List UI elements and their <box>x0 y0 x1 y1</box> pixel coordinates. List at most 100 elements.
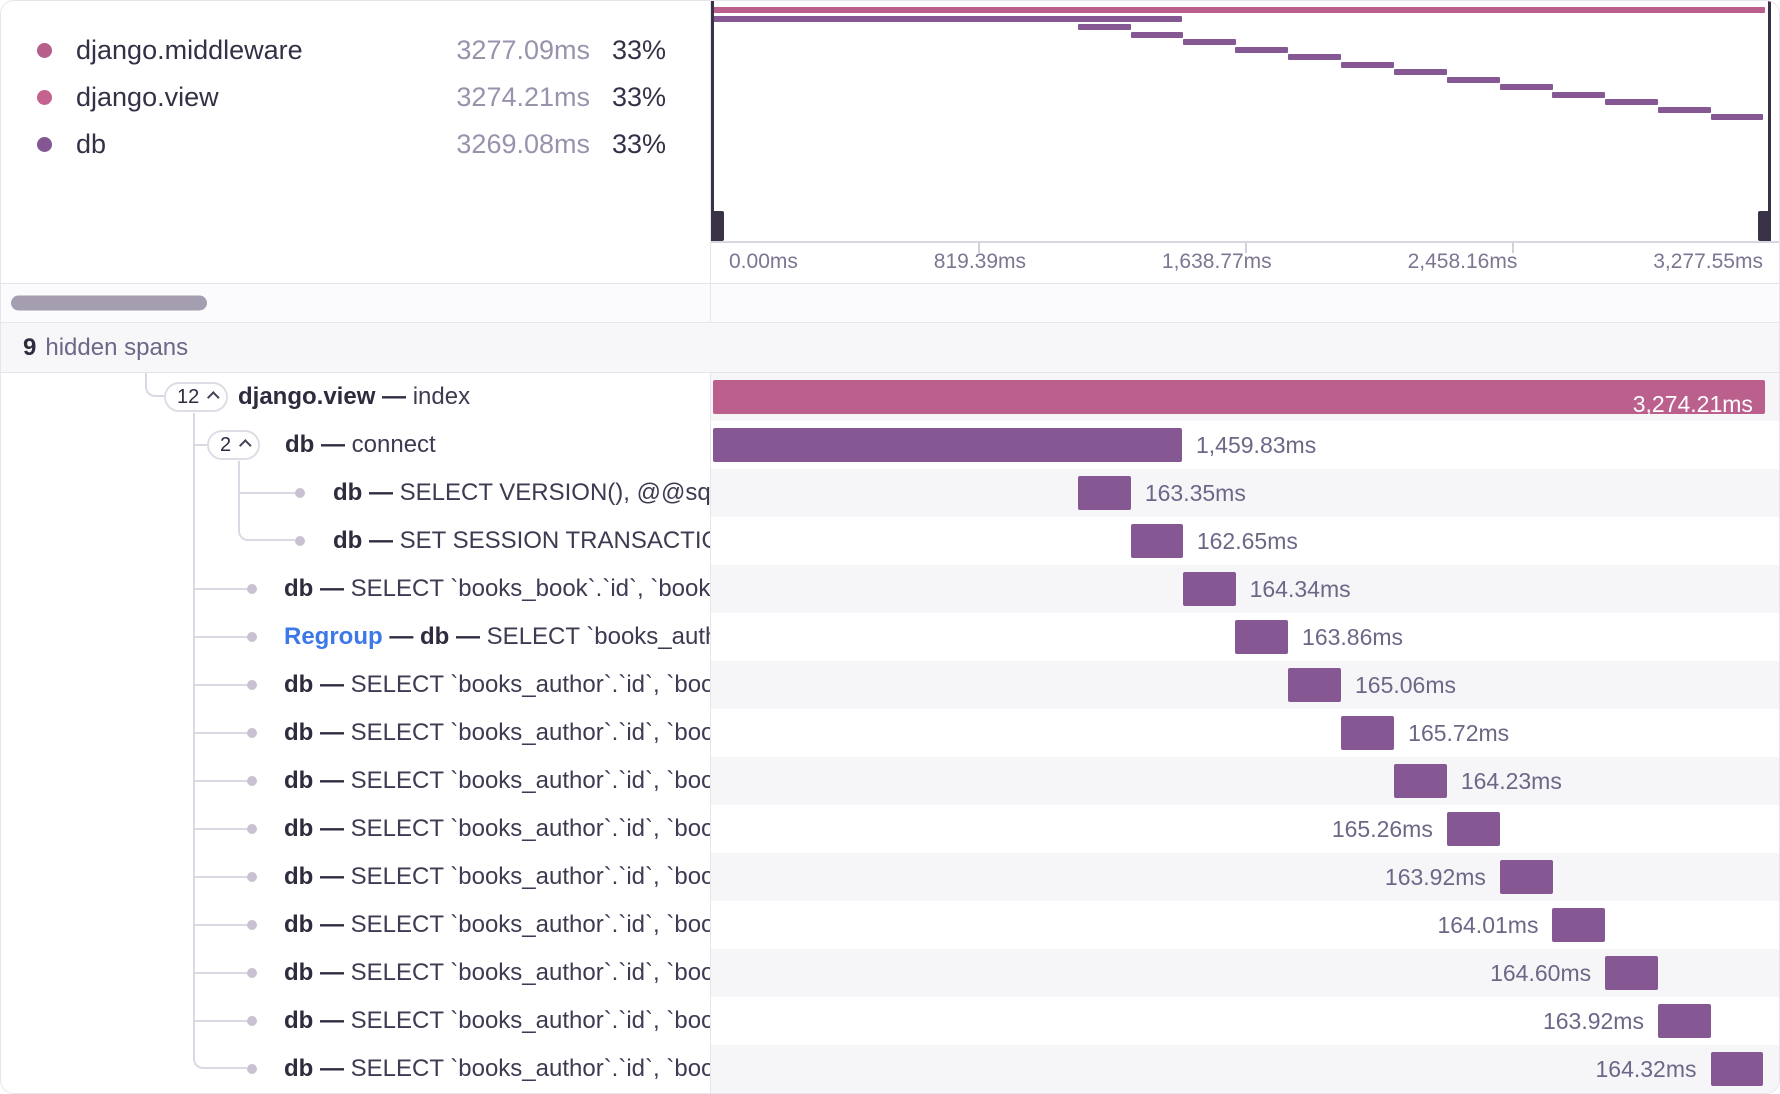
span-name-part: db — <box>284 959 351 986</box>
span-name-part: SELECT `books_book`.`id`, `books_ <box>350 575 711 602</box>
trace-row: db — SET SESSION TRANSACTION ISOLATION 16… <box>1 517 1779 565</box>
legend-item-django.view[interactable]: django.view 3274.21ms 33% <box>37 74 666 121</box>
span-duration-bar[interactable] <box>1552 908 1606 942</box>
trace-row-tree-cell: db — SELECT `books_author`.`id`, `boo <box>1 901 711 949</box>
span-name: django.view — index <box>238 373 470 421</box>
trace-minimap[interactable]: 0.00ms 819.39ms 1,638.77ms 2,458.16ms 3,277.… <box>711 1 1779 283</box>
span-duration-bar[interactable] <box>1605 956 1658 990</box>
span-bar-track: 164.34ms <box>713 565 1766 613</box>
span-duration-bar[interactable] <box>713 428 1182 462</box>
collapse-badge-count: 12 <box>177 385 200 408</box>
leaf-dot-icon <box>247 776 257 786</box>
hidden-spans-label: hidden spans <box>45 333 189 361</box>
tree-connector-line <box>193 469 195 517</box>
leaf-dot-icon <box>247 824 257 834</box>
span-bar-track: 163.86ms <box>713 613 1766 661</box>
axis-label: 2,458.16ms <box>1407 250 1518 273</box>
span-name: db — SELECT `books_author`.`id`, `boo <box>284 901 711 949</box>
span-name: db — SELECT `books_author`.`id`, `boo <box>284 853 711 901</box>
leaf-dot-icon <box>247 728 257 738</box>
span-duration-bar[interactable] <box>1235 620 1289 654</box>
span-bar-track: 163.92ms <box>713 853 1766 901</box>
minimap-span-bar <box>713 7 1765 13</box>
span-duration-label: 163.92ms <box>1542 1008 1644 1034</box>
minimap-right-handle[interactable] <box>1757 1 1771 241</box>
span-name-part: — db — <box>382 623 487 650</box>
span-name-part: SELECT `books_author`.`id`, `boo <box>350 671 711 698</box>
leaf-dot-icon <box>295 536 305 546</box>
minimap-span-bar <box>1499 84 1553 90</box>
span-duration-bar[interactable] <box>1182 572 1236 606</box>
trace-row-tree-cell: db — SELECT `books_author`.`id`, `boo <box>1 853 711 901</box>
hidden-spans-row[interactable]: 9 hidden spans <box>1 323 1779 373</box>
span-duration-label: 164.01ms <box>1437 912 1539 938</box>
minimap-span-bar <box>713 16 1182 22</box>
minimap-span-bar <box>1394 69 1447 75</box>
span-duration-bar[interactable] <box>1710 1052 1764 1086</box>
tree-connector-line <box>193 636 247 638</box>
tree-connector-line <box>193 1020 247 1022</box>
collapse-badge[interactable]: 12 <box>164 382 229 412</box>
legend-item-django.middleware[interactable]: django.middleware 3277.09ms 33% <box>37 27 666 74</box>
trace-row-tree-cell: 2 db — connect <box>1 421 711 469</box>
span-duration-bar[interactable]: 3,274.21ms <box>713 380 1765 417</box>
tree-scrollbar-track[interactable] <box>1 284 711 322</box>
span-duration-bar[interactable] <box>1287 668 1341 702</box>
minimap-left-handle-line <box>711 1 714 241</box>
minimap-left-handle[interactable] <box>711 1 725 241</box>
minimap-span-bar <box>1710 114 1764 120</box>
legend-item-db[interactable]: db 3269.08ms 33% <box>37 121 666 168</box>
legend-item-time: 3269.08ms <box>456 129 590 159</box>
legend-item-name: django.view <box>76 82 219 112</box>
leaf-dot-icon <box>247 920 257 930</box>
span-name-part: db — <box>284 1007 351 1034</box>
minimap-span-bar <box>1340 61 1395 68</box>
span-duration-bar[interactable] <box>1130 524 1183 558</box>
span-name-part: SELECT VERSION(), @@sql_mode <box>399 479 711 506</box>
hidden-spans-count: 9 <box>23 333 37 361</box>
minimap-left-handle-grip[interactable] <box>711 211 724 241</box>
span-name-part: SELECT `books_autho <box>486 623 711 650</box>
span-duration-label: 164.32ms <box>1595 1056 1697 1082</box>
span-duration-bar[interactable] <box>1499 860 1553 894</box>
span-duration-bar[interactable] <box>1078 476 1131 510</box>
span-name-part: db — <box>285 431 352 458</box>
span-duration-bar[interactable] <box>1657 1004 1711 1038</box>
span-name-part: SELECT `books_author`.`id`, `boo <box>350 911 711 938</box>
span-name-part[interactable]: Regroup <box>284 623 383 650</box>
span-name: db — SELECT `books_book`.`id`, `books_ <box>284 565 711 613</box>
minimap-right-handle-grip[interactable] <box>1758 211 1771 241</box>
span-name-part: django.view — <box>238 383 413 410</box>
span-duration-bar[interactable] <box>1394 764 1447 798</box>
span-duration-bar[interactable] <box>1446 812 1500 846</box>
span-duration-label: 164.60ms <box>1490 960 1592 986</box>
minimap-span-bar <box>1446 76 1500 83</box>
span-bar-track: 162.65ms <box>713 517 1766 565</box>
scrollbar-row <box>1 283 1779 323</box>
span-duration-label: 163.35ms <box>1144 480 1246 506</box>
trace-row-tree-cell: db — SELECT `books_author`.`id`, `boo <box>1 997 711 1045</box>
collapse-badge[interactable]: 2 <box>207 430 261 460</box>
minimap-plot[interactable] <box>711 1 1779 241</box>
trace-row-bar-cell: 164.60ms <box>711 949 1779 997</box>
trace-row: db — SELECT `books_author`.`id`, `boo 164… <box>1 757 1779 805</box>
trace-row: db — SELECT `books_author`.`id`, `boo 165… <box>1 661 1779 709</box>
legend-item-percent: 33% <box>611 35 666 65</box>
span-name: db — SELECT `books_author`.`id`, `boo <box>284 661 711 709</box>
span-duration-bar[interactable] <box>1340 716 1395 750</box>
minimap-axis: 0.00ms 819.39ms 1,638.77ms 2,458.16ms 3,277.… <box>711 241 1779 283</box>
span-name: Regroup — db — SELECT `books_autho <box>284 613 711 661</box>
trace-row-bar-cell: 164.01ms <box>711 901 1779 949</box>
legend-dot-icon <box>37 43 52 58</box>
tree-connector-elbow <box>193 1045 247 1069</box>
tree-connector-line <box>193 413 195 421</box>
legend-panel: django.middleware 3277.09ms 33% django.view… <box>1 1 711 283</box>
span-name-part: SELECT `books_author`.`id`, `boo <box>350 863 711 890</box>
span-name: db — SELECT `books_author`.`id`, `boo <box>284 757 710 805</box>
trace-row-bar-cell: 163.92ms <box>711 853 1779 901</box>
span-name: db — SELECT `books_author`.`id`, `boo <box>284 997 710 1045</box>
tree-scrollbar-thumb[interactable] <box>11 295 207 311</box>
trace-row-tree-cell: Regroup — db — SELECT `books_autho <box>1 613 711 661</box>
tree-connector-elbow <box>238 517 295 541</box>
span-bar-track: 164.32ms <box>713 1045 1766 1093</box>
